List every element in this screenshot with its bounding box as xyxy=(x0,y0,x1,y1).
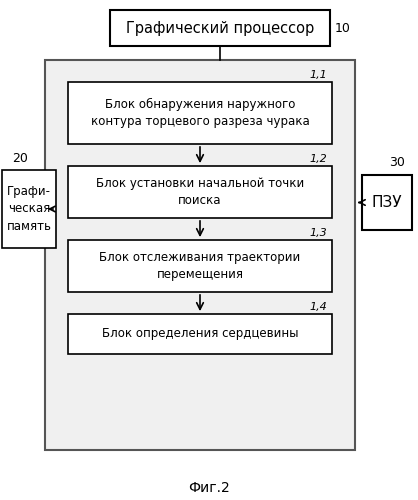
Text: ПЗУ: ПЗУ xyxy=(372,195,402,210)
Bar xyxy=(68,240,332,292)
Text: Блок обнаружения наружного
контура торцевого разреза чурака: Блок обнаружения наружного контура торце… xyxy=(91,98,309,128)
Text: Блок определения сердцевины: Блок определения сердцевины xyxy=(102,328,298,340)
Text: 10: 10 xyxy=(335,22,351,35)
Bar xyxy=(2,170,56,248)
Bar xyxy=(68,314,332,354)
Bar xyxy=(45,60,355,450)
Bar xyxy=(68,82,332,144)
Text: Блок установки начальной точки
поиска: Блок установки начальной точки поиска xyxy=(96,177,304,207)
Text: 20: 20 xyxy=(12,152,28,164)
Text: 1,2: 1,2 xyxy=(309,154,327,164)
Text: Блок отслеживания траектории
перемещения: Блок отслеживания траектории перемещения xyxy=(99,251,301,281)
Bar xyxy=(68,166,332,218)
Text: 1,3: 1,3 xyxy=(309,228,327,238)
Bar xyxy=(110,10,330,46)
Text: Фиг.2: Фиг.2 xyxy=(188,481,230,495)
Text: Графический процессор: Графический процессор xyxy=(126,20,314,36)
Text: 1,1: 1,1 xyxy=(309,70,327,80)
Text: Графи-
ческая
память: Графи- ческая память xyxy=(7,186,51,232)
Bar xyxy=(362,175,412,230)
Text: 1,4: 1,4 xyxy=(309,302,327,312)
Text: 30: 30 xyxy=(389,156,405,170)
